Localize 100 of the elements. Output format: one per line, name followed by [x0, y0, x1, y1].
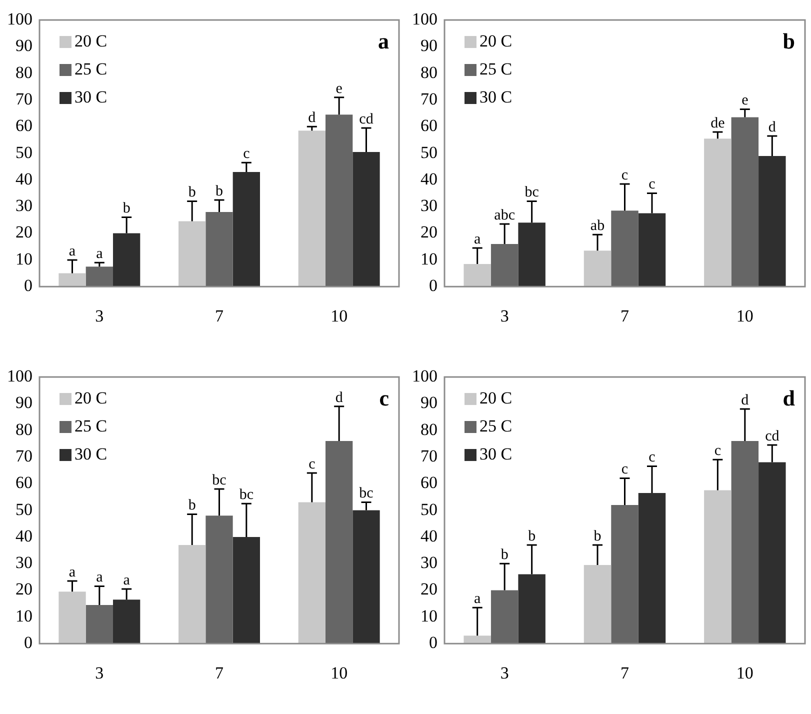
legend-label: 25 C	[480, 416, 512, 436]
y-tick-label: 90	[16, 393, 32, 412]
legend-label: 20 C	[480, 31, 512, 50]
legend-label: 20 C	[74, 388, 108, 408]
y-tick-label: 70	[420, 89, 438, 108]
legend-label: 25 C	[74, 59, 108, 78]
data-label: bc	[359, 486, 374, 502]
y-tick-label: 60	[420, 116, 438, 136]
y-tick-label: 100	[412, 9, 438, 28]
y-tick-label: 20	[420, 222, 438, 242]
y-tick-label: 10	[16, 606, 32, 626]
legend-label: 30 C	[74, 444, 108, 464]
y-tick-label: 50	[16, 142, 32, 162]
x-tick-label: 7	[215, 306, 224, 326]
data-label: a	[123, 572, 130, 588]
x-tick-label: 3	[95, 663, 104, 682]
legend-label: 20 C	[74, 31, 108, 50]
data-label: b	[216, 183, 223, 200]
y-tick-label: 40	[16, 169, 32, 188]
x-tick-label: 3	[95, 306, 104, 326]
data-label: bc	[212, 472, 227, 488]
y-tick-label: 50	[16, 500, 32, 519]
data-label: b	[122, 200, 130, 217]
data-label: c	[648, 450, 656, 466]
x-tick-label: 10	[736, 663, 754, 682]
y-tick-label: 10	[420, 249, 438, 268]
chart-title: a	[378, 28, 389, 54]
data-label: bc	[524, 184, 540, 201]
y-tick-label: 100	[7, 366, 32, 386]
data-label: d	[308, 110, 316, 126]
data-label: c	[243, 146, 250, 162]
data-label: c	[621, 167, 628, 184]
data-label: c	[621, 462, 628, 478]
y-tick-label: 40	[420, 526, 438, 546]
x-tick-label: 3	[500, 306, 509, 326]
y-tick-label: 0	[24, 276, 32, 296]
y-tick-label: 70	[16, 446, 32, 466]
y-tick-label: 60	[420, 473, 438, 492]
data-label: b	[188, 498, 196, 514]
data-label: a	[474, 591, 482, 608]
data-label: a	[96, 246, 104, 262]
y-tick-label: 40	[16, 526, 32, 546]
x-tick-label: 7	[620, 663, 630, 682]
legend-label: 30 C	[480, 444, 512, 464]
data-label: d	[768, 119, 776, 136]
legend-label: 25 C	[74, 416, 108, 436]
y-tick-label: 70	[16, 89, 32, 108]
legend-label: 30 C	[74, 87, 108, 106]
data-label: de	[710, 115, 726, 132]
data-label: c	[714, 443, 722, 460]
x-tick-label: 10	[330, 663, 348, 682]
data-label: c	[648, 176, 656, 193]
y-tick-label: 60	[16, 473, 32, 492]
y-tick-label: 60	[16, 116, 32, 136]
x-tick-label: 3	[500, 663, 509, 682]
x-tick-label: 10	[736, 306, 754, 326]
y-tick-label: 20	[16, 222, 32, 242]
data-label: ab	[590, 218, 605, 234]
y-tick-label: 80	[420, 62, 438, 82]
legend-label: 20 C	[480, 388, 512, 408]
y-tick-label: 20	[16, 580, 32, 599]
legend-label: 30 C	[480, 87, 512, 106]
data-label: b	[188, 184, 196, 201]
y-tick-label: 50	[420, 142, 438, 162]
y-tick-label: 30	[420, 196, 438, 216]
y-tick-label: 0	[429, 276, 438, 296]
y-tick-label: 90	[16, 36, 32, 56]
y-tick-label: 0	[24, 633, 32, 652]
y-tick-label: 100	[7, 9, 32, 28]
data-label: a	[68, 243, 76, 260]
data-label: d	[335, 390, 344, 406]
y-tick-label: 80	[16, 420, 32, 439]
chart-title: d	[782, 386, 795, 411]
data-label: a	[96, 570, 104, 586]
y-tick-label: 0	[429, 633, 438, 652]
data-label: d	[741, 392, 750, 408]
y-tick-label: 20	[420, 580, 438, 599]
legend-label: 25 C	[480, 59, 512, 78]
y-tick-label: 100	[412, 366, 438, 386]
data-label: c	[308, 456, 316, 472]
y-tick-label: 50	[420, 500, 438, 519]
y-tick-label: 30	[16, 196, 32, 216]
data-label: e	[742, 92, 749, 109]
x-tick-label: 10	[330, 306, 348, 326]
y-tick-label: 10	[16, 249, 32, 268]
data-label: a	[474, 231, 482, 248]
y-tick-label: 70	[420, 446, 438, 466]
data-label: b	[528, 528, 536, 544]
data-label: bc	[239, 487, 254, 504]
data-label: cd	[765, 428, 780, 444]
y-tick-label: 10	[420, 606, 438, 626]
x-tick-label: 7	[620, 306, 630, 326]
x-tick-label: 7	[215, 663, 224, 682]
chart-title: b	[782, 28, 795, 54]
data-label: b	[594, 528, 602, 544]
data-label: abc	[494, 207, 516, 224]
y-tick-label: 40	[420, 169, 438, 188]
y-tick-label: 90	[420, 393, 438, 412]
y-tick-label: 90	[420, 36, 438, 56]
data-label: cd	[359, 111, 374, 128]
